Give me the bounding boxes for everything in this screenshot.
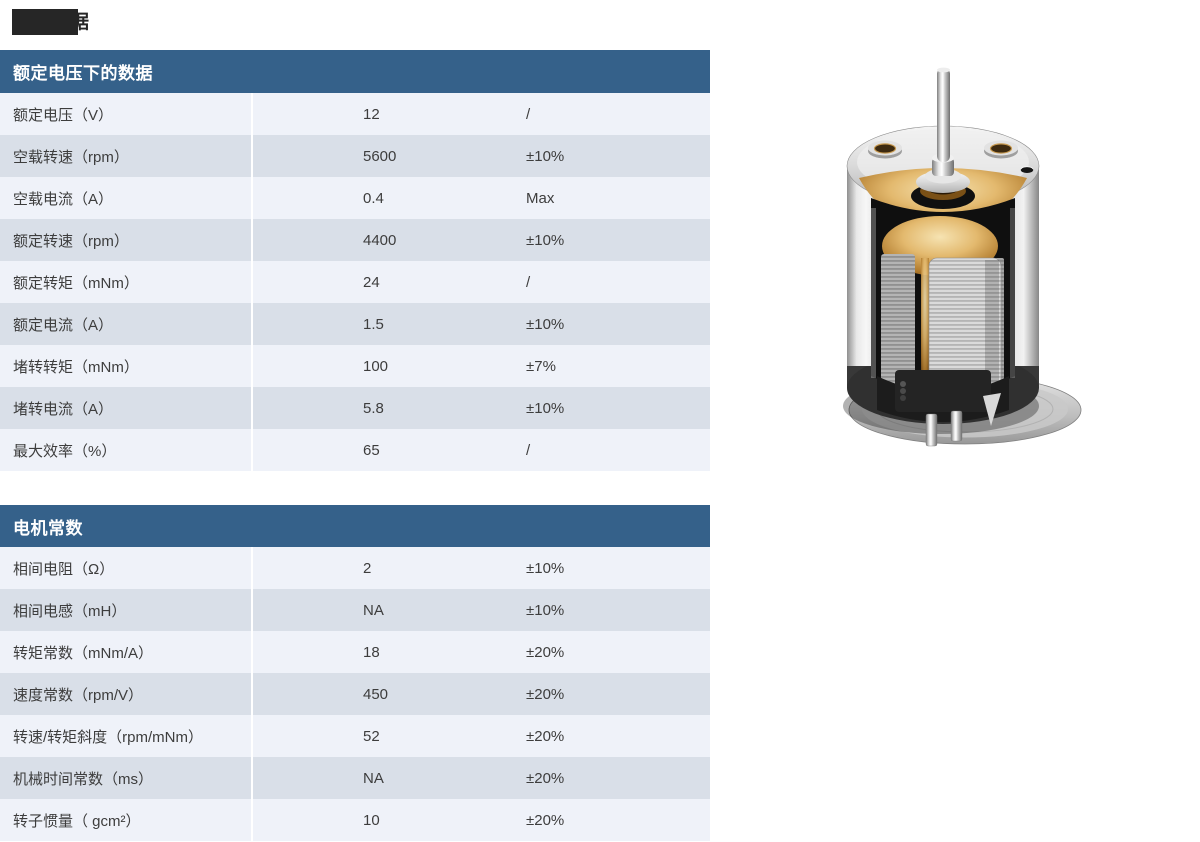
row-label: 额定转速（rpm） — [0, 219, 253, 261]
rated-voltage-table: 额定电压下的数据 额定电压（V） 12 / 空载转速（rpm） 5600 ±10… — [0, 50, 710, 471]
row-value: 100 — [363, 357, 389, 375]
row-tolerance: ±20% — [526, 811, 565, 829]
row-value: 1.5 — [363, 315, 384, 333]
table-row: 额定转速（rpm） 4400 ±10% — [0, 219, 710, 261]
rated-voltage-table-header: 额定电压下的数据 — [0, 50, 710, 93]
row-value: 12 — [363, 105, 380, 123]
row-label: 额定转矩（mNm） — [0, 261, 253, 303]
row-value: 5600 — [363, 147, 397, 165]
row-label: 转子惯量（ gcm²） — [0, 799, 253, 841]
row-tolerance: Max — [526, 189, 555, 207]
table-row: 额定转矩（mNm） 24 / — [0, 261, 710, 303]
row-label: 速度常数（rpm/V） — [0, 673, 253, 715]
table-row: 速度常数（rpm/V） 450 ±20% — [0, 673, 710, 715]
row-label: 额定电压（V） — [0, 93, 253, 135]
motor-constants-table: 电机常数 相间电阻（Ω） 2 ±10% 相间电感（mH） NA ±10% 转矩常… — [0, 505, 710, 841]
table-row: 额定电压（V） 12 / — [0, 93, 710, 135]
row-value: 450 — [363, 685, 389, 703]
table-row: 空载转速（rpm） 5600 ±10% — [0, 135, 710, 177]
motor-constants-table-header: 电机常数 — [0, 505, 710, 547]
row-label: 堵转电流（A） — [0, 387, 253, 429]
rated-voltage-table-title: 额定电压下的数据 — [13, 64, 153, 83]
row-tolerance: ±10% — [526, 559, 565, 577]
row-tolerance: ±20% — [526, 727, 565, 745]
row-tolerance: ±20% — [526, 769, 565, 787]
row-tolerance: ±10% — [526, 601, 565, 619]
row-tolerance: ±10% — [526, 147, 565, 165]
row-value: 2 — [363, 559, 372, 577]
redacted-page-label: 据 — [12, 9, 112, 37]
motor-product-image — [833, 58, 1085, 458]
row-label: 最大效率（%） — [0, 429, 253, 471]
row-tolerance: / — [526, 273, 531, 291]
row-label: 堵转转矩（mNm） — [0, 345, 253, 387]
table-row: 转速/转矩斜度（rpm/mNm） 52 ±20% — [0, 715, 710, 757]
table-row: 机械时间常数（ms） NA ±20% — [0, 757, 710, 799]
row-value: 10 — [363, 811, 380, 829]
row-value: 52 — [363, 727, 380, 745]
row-tolerance: ±7% — [526, 357, 556, 375]
row-value: NA — [363, 601, 384, 619]
table-row: 最大效率（%） 65 / — [0, 429, 710, 471]
table-row: 转矩常数（mNm/A） 18 ±20% — [0, 631, 710, 673]
row-label: 转矩常数（mNm/A） — [0, 631, 253, 673]
row-value: 4400 — [363, 231, 397, 249]
row-tolerance: ±10% — [526, 231, 565, 249]
row-value: 65 — [363, 441, 380, 459]
table-row: 空载电流（A） 0.4 Max — [0, 177, 710, 219]
row-tolerance: ±10% — [526, 399, 565, 417]
table-row: 相间电阻（Ω） 2 ±10% — [0, 547, 710, 589]
row-value: NA — [363, 769, 384, 787]
row-value: 24 — [363, 273, 380, 291]
table-row: 相间电感（mH） NA ±10% — [0, 589, 710, 631]
table-row: 堵转转矩（mNm） 100 ±7% — [0, 345, 710, 387]
row-label: 空载转速（rpm） — [0, 135, 253, 177]
mounting-boss-left — [868, 140, 902, 159]
row-tolerance: / — [526, 105, 531, 123]
row-label: 相间电阻（Ω） — [0, 547, 253, 589]
redaction-box — [12, 9, 78, 35]
row-label: 额定电流（A） — [0, 303, 253, 345]
row-label: 空载电流（A） — [0, 177, 253, 219]
table-row: 转子惯量（ gcm²） 10 ±20% — [0, 799, 710, 841]
table-row: 额定电流（A） 1.5 ±10% — [0, 303, 710, 345]
row-tolerance: ±10% — [526, 315, 565, 333]
row-value: 0.4 — [363, 189, 384, 207]
row-value: 18 — [363, 643, 380, 661]
mounting-boss-right — [984, 140, 1018, 159]
row-tolerance: ±20% — [526, 685, 565, 703]
row-tolerance: ±20% — [526, 643, 565, 661]
row-label: 转速/转矩斜度（rpm/mNm） — [0, 715, 253, 757]
row-label: 机械时间常数（ms） — [0, 757, 253, 799]
row-value: 5.8 — [363, 399, 384, 417]
motor-constants-table-title: 电机常数 — [13, 518, 83, 538]
row-label: 相间电感（mH） — [0, 589, 253, 631]
table-row: 堵转电流（A） 5.8 ±10% — [0, 387, 710, 429]
dc-motor-cutaway-graphic — [843, 67, 1082, 447]
row-tolerance: / — [526, 441, 531, 459]
